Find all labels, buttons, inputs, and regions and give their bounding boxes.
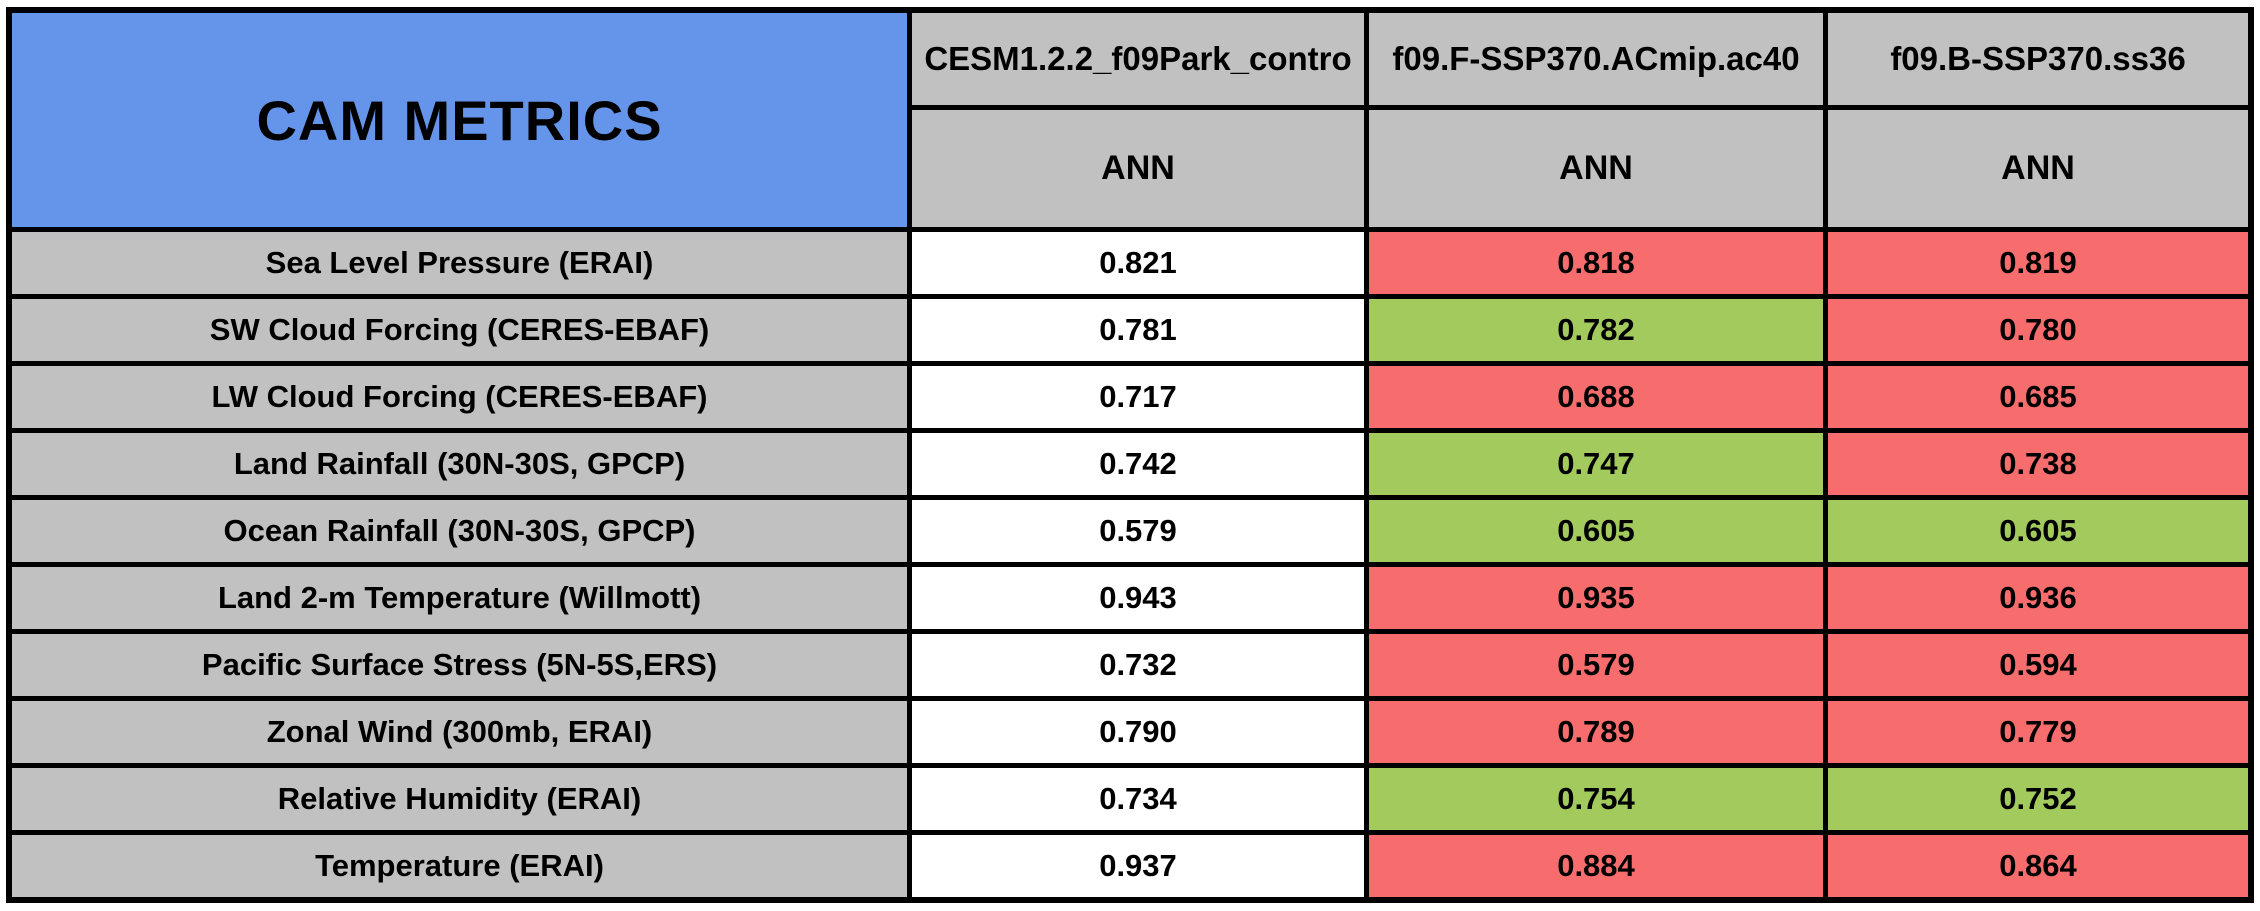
metric-label: Temperature (ERAI): [12, 835, 907, 897]
metric-value-cell: 0.747: [1369, 433, 1823, 495]
metric-value-cell: 0.819: [1828, 232, 2248, 294]
metric-value-cell: 0.605: [1369, 500, 1823, 562]
metric-label: Pacific Surface Stress (5N-5S,ERS): [12, 634, 907, 696]
metric-value-cell: 0.738: [1828, 433, 2248, 495]
metric-label: Zonal Wind (300mb, ERAI): [12, 701, 907, 763]
metric-value-cell: 0.782: [1369, 299, 1823, 361]
season-header-ann-1: ANN: [912, 110, 1364, 227]
metric-label: Sea Level Pressure (ERAI): [12, 232, 907, 294]
cam-metrics-table: CAM METRICS CESM1.2.2_f09Park_contro f09…: [6, 7, 2254, 903]
metric-label: Land Rainfall (30N-30S, GPCP): [12, 433, 907, 495]
metric-value-cell: 0.732: [912, 634, 1364, 696]
metric-label: Land 2-m Temperature (Willmott): [12, 567, 907, 629]
metric-value-cell: 0.605: [1828, 500, 2248, 562]
metric-value-cell: 0.779: [1828, 701, 2248, 763]
metric-label: Ocean Rainfall (30N-30S, GPCP): [12, 500, 907, 562]
metric-label: Relative Humidity (ERAI): [12, 768, 907, 830]
metric-value-cell: 0.884: [1369, 835, 1823, 897]
metric-value-cell: 0.790: [912, 701, 1364, 763]
metric-value-cell: 0.936: [1828, 567, 2248, 629]
metric-value-cell: 0.579: [1369, 634, 1823, 696]
metric-label: LW Cloud Forcing (CERES-EBAF): [12, 366, 907, 428]
metric-value-cell: 0.734: [912, 768, 1364, 830]
metric-value-cell: 0.935: [1369, 567, 1823, 629]
metric-value-cell: 0.754: [1369, 768, 1823, 830]
metric-value-cell: 0.579: [912, 500, 1364, 562]
metric-value-cell: 0.821: [912, 232, 1364, 294]
metric-value-cell: 0.594: [1828, 634, 2248, 696]
metric-value-cell: 0.781: [912, 299, 1364, 361]
metric-value-cell: 0.685: [1828, 366, 2248, 428]
season-header-ann-3: ANN: [1828, 110, 2248, 227]
metric-value-cell: 0.742: [912, 433, 1364, 495]
column-header-control-run: CESM1.2.2_f09Park_contro: [912, 13, 1364, 105]
metric-value-cell: 0.864: [1828, 835, 2248, 897]
season-header-ann-2: ANN: [1369, 110, 1823, 227]
metric-value-cell: 0.780: [1828, 299, 2248, 361]
metric-label: SW Cloud Forcing (CERES-EBAF): [12, 299, 907, 361]
table-title: CAM METRICS: [12, 13, 907, 227]
metric-value-cell: 0.943: [912, 567, 1364, 629]
metric-value-cell: 0.717: [912, 366, 1364, 428]
metric-value-cell: 0.688: [1369, 366, 1823, 428]
column-header-f-case-run: f09.F-SSP370.ACmip.ac40: [1369, 13, 1823, 105]
metric-value-cell: 0.818: [1369, 232, 1823, 294]
metric-value-cell: 0.937: [912, 835, 1364, 897]
metric-value-cell: 0.789: [1369, 701, 1823, 763]
column-header-b-case-run: f09.B-SSP370.ss36: [1828, 13, 2248, 105]
metric-value-cell: 0.752: [1828, 768, 2248, 830]
